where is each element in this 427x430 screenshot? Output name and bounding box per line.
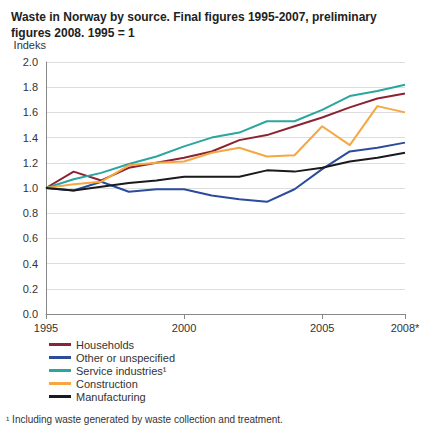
svg-text:1.4: 1.4 <box>23 132 38 144</box>
svg-text:2.0: 2.0 <box>23 56 38 68</box>
svg-text:Construction: Construction <box>76 378 138 390</box>
svg-text:2008*: 2008* <box>391 322 420 334</box>
svg-text:1995: 1995 <box>34 322 58 334</box>
svg-text:0.6: 0.6 <box>23 232 38 244</box>
svg-text:1.6: 1.6 <box>23 106 38 118</box>
svg-text:2000: 2000 <box>172 322 196 334</box>
svg-text:0.2: 0.2 <box>23 283 38 295</box>
svg-text:0.8: 0.8 <box>23 207 38 219</box>
svg-text:0.0: 0.0 <box>23 308 38 320</box>
svg-text:1.0: 1.0 <box>23 182 38 194</box>
svg-text:2005: 2005 <box>310 322 334 334</box>
svg-text:Indeks: Indeks <box>14 39 47 51</box>
svg-text:Manufacturing: Manufacturing <box>76 391 146 403</box>
svg-text:0.4: 0.4 <box>23 258 38 270</box>
svg-text:Households: Households <box>76 339 135 351</box>
svg-text:1.8: 1.8 <box>23 81 38 93</box>
svg-text:figures 2008. 1995 = 1: figures 2008. 1995 = 1 <box>11 26 135 40</box>
svg-text:Waste in Norway by source. Fin: Waste in Norway by source. Final figures… <box>11 10 380 24</box>
svg-text:1.2: 1.2 <box>23 157 38 169</box>
svg-text:¹ Including waste generated by: ¹ Including waste generated by waste col… <box>6 414 283 425</box>
svg-text:Other or unspecified: Other or unspecified <box>76 352 175 364</box>
svg-text:Service industries¹: Service industries¹ <box>76 365 167 377</box>
